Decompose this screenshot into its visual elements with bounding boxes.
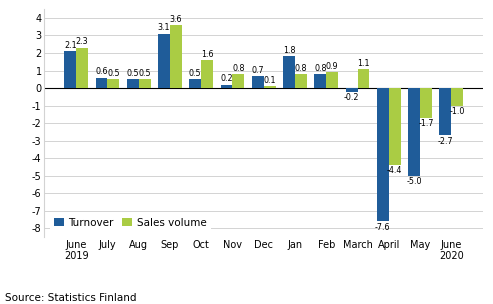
Bar bbox=[158, 34, 170, 88]
Bar bbox=[377, 88, 389, 221]
Text: Source: Statistics Finland: Source: Statistics Finland bbox=[5, 293, 137, 303]
Text: 0.8: 0.8 bbox=[232, 64, 245, 73]
Text: 2.3: 2.3 bbox=[76, 37, 88, 47]
Text: 0.5: 0.5 bbox=[107, 69, 120, 78]
Bar bbox=[389, 88, 401, 165]
Bar bbox=[264, 86, 276, 88]
Bar bbox=[233, 74, 245, 88]
Bar bbox=[252, 76, 264, 88]
Bar bbox=[295, 74, 307, 88]
Text: -1.0: -1.0 bbox=[450, 107, 465, 116]
Text: 0.7: 0.7 bbox=[251, 66, 264, 74]
Text: 0.8: 0.8 bbox=[314, 64, 326, 73]
Text: 0.9: 0.9 bbox=[326, 62, 339, 71]
Bar bbox=[451, 88, 463, 105]
Text: -5.0: -5.0 bbox=[406, 177, 422, 186]
Bar bbox=[107, 79, 119, 88]
Text: 2.1: 2.1 bbox=[64, 41, 76, 50]
Bar bbox=[315, 74, 326, 88]
Bar bbox=[220, 85, 233, 88]
Text: 3.6: 3.6 bbox=[170, 15, 182, 24]
Text: -4.4: -4.4 bbox=[387, 167, 402, 175]
Bar bbox=[346, 88, 357, 92]
Text: 3.1: 3.1 bbox=[158, 23, 170, 33]
Bar bbox=[127, 79, 139, 88]
Bar bbox=[139, 79, 150, 88]
Bar bbox=[408, 88, 420, 176]
Bar bbox=[420, 88, 432, 118]
Text: 0.2: 0.2 bbox=[220, 74, 233, 83]
Text: -0.2: -0.2 bbox=[344, 93, 359, 102]
Text: -2.7: -2.7 bbox=[438, 136, 453, 146]
Text: 1.1: 1.1 bbox=[357, 59, 370, 67]
Bar bbox=[189, 79, 201, 88]
Bar bbox=[326, 72, 338, 88]
Bar bbox=[201, 60, 213, 88]
Bar bbox=[439, 88, 451, 135]
Bar bbox=[170, 25, 182, 88]
Bar bbox=[96, 78, 107, 88]
Text: 0.5: 0.5 bbox=[127, 69, 139, 78]
Bar bbox=[76, 48, 88, 88]
Text: 0.8: 0.8 bbox=[295, 64, 307, 73]
Text: -7.6: -7.6 bbox=[375, 223, 390, 232]
Text: 1.8: 1.8 bbox=[283, 46, 295, 55]
Text: 0.5: 0.5 bbox=[139, 69, 151, 78]
Legend: Turnover, Sales volume: Turnover, Sales volume bbox=[50, 214, 211, 232]
Text: 0.1: 0.1 bbox=[263, 76, 276, 85]
Text: 0.5: 0.5 bbox=[189, 69, 202, 78]
Bar bbox=[283, 57, 295, 88]
Text: 0.6: 0.6 bbox=[95, 67, 108, 76]
Text: 1.6: 1.6 bbox=[201, 50, 213, 59]
Text: -1.7: -1.7 bbox=[418, 119, 434, 128]
Bar bbox=[357, 69, 369, 88]
Bar bbox=[64, 51, 76, 88]
